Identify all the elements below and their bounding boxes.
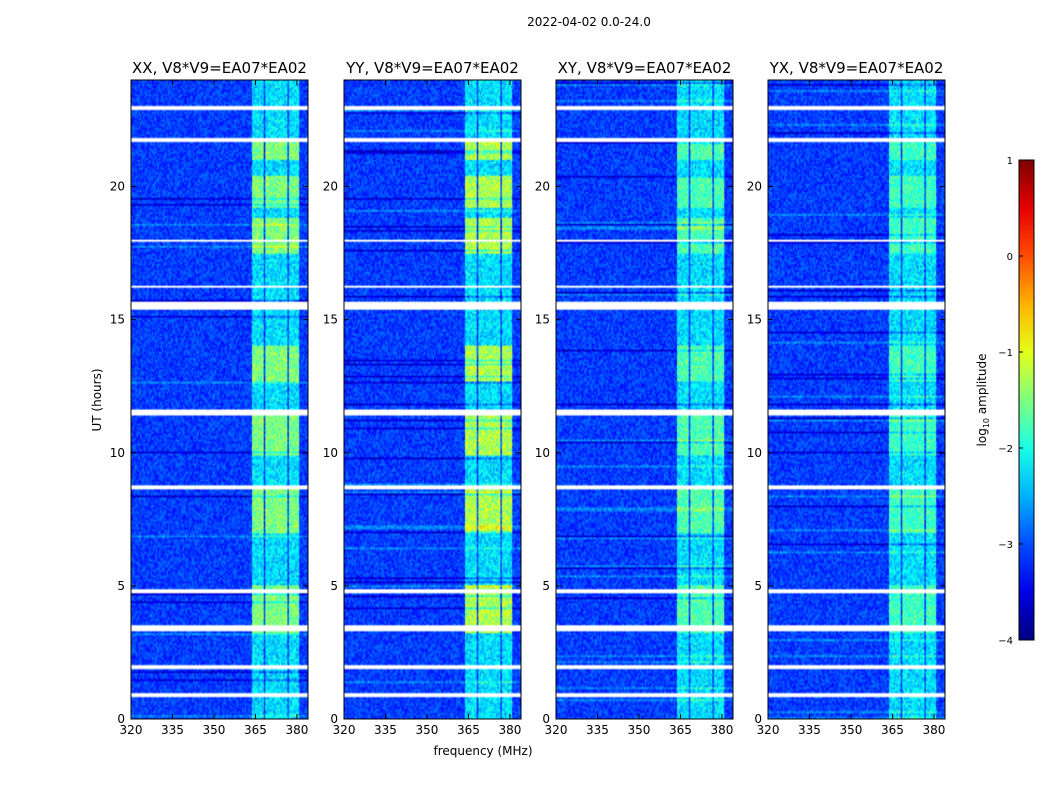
x-tick-label: 320	[757, 723, 780, 737]
panel-title: XY, V8*V9=EA07*EA02	[558, 59, 732, 77]
y-tick-label: 5	[330, 579, 338, 593]
y-tick-label: 10	[535, 446, 550, 460]
x-tick-label: 335	[586, 723, 609, 737]
y-tick-label: 10	[323, 446, 338, 460]
y-tick-label: 10	[110, 446, 125, 460]
panels: XX, V8*V9=EA07*EA02 320 335 350 365 380 0 5 10 15…	[110, 59, 946, 737]
panel-xy: XY, V8*V9=EA07*EA02 320 335 350 365 380 0 5 10 15…	[535, 59, 734, 737]
colorbar-tick-label: −4	[998, 636, 1013, 647]
panel-frame	[343, 79, 522, 720]
x-tick-label: 320	[333, 723, 356, 737]
panel-title: YX, V8*V9=EA07*EA02	[769, 59, 944, 77]
y-tick-label: 5	[542, 579, 550, 593]
x-tick-label: 350	[203, 723, 226, 737]
y-tick-label: 20	[535, 180, 550, 194]
y-tick-label: 20	[323, 180, 338, 194]
heatmap-yx	[768, 80, 945, 719]
y-tick-label: 5	[117, 579, 125, 593]
x-tick-label: 320	[545, 723, 568, 737]
y-tick-label: 20	[110, 180, 125, 194]
heatmap-xy	[556, 80, 733, 719]
panel-title: XX, V8*V9=EA07*EA02	[132, 59, 307, 77]
x-tick-label: 380	[922, 723, 945, 737]
x-tick-label: 365	[457, 723, 480, 737]
colorbar-gradient	[1018, 159, 1035, 641]
y-tick-label: 15	[110, 313, 125, 327]
x-tick-label: 350	[416, 723, 439, 737]
figure-title: 2022-04-02 0.0-24.0	[527, 15, 651, 29]
y-tick-label: 10	[747, 446, 762, 460]
colorbar-tick-label: −2	[998, 444, 1013, 455]
colorbar-tick-label: 1	[1007, 156, 1013, 167]
colorbar-tick-label: −1	[998, 348, 1013, 359]
colorbar-label: log10 amplitude	[975, 354, 991, 447]
x-tick-label: 320	[120, 723, 143, 737]
panel-frame	[555, 79, 734, 720]
heatmap-xx	[131, 80, 308, 719]
heatmap-yy	[344, 80, 521, 719]
x-tick-label: 350	[628, 723, 651, 737]
colorbar: 1 0 −1 −2 −3 −4	[998, 156, 1035, 647]
panel-frame	[767, 79, 946, 720]
y-tick-label: 15	[535, 313, 550, 327]
panel-xx: XX, V8*V9=EA07*EA02 320 335 350 365 380 0 5 10 15…	[110, 59, 309, 737]
y-tick-label: 0	[117, 712, 125, 726]
x-axis-label: frequency (MHz)	[433, 744, 532, 758]
x-tick-label: 335	[374, 723, 397, 737]
panel-frame	[130, 79, 309, 720]
x-tick-label: 380	[285, 723, 308, 737]
y-tick-label: 15	[323, 313, 338, 327]
y-tick-label: 5	[754, 579, 762, 593]
x-tick-label: 350	[840, 723, 863, 737]
y-axis-label: UT (hours)	[90, 368, 104, 431]
panel-yx: YX, V8*V9=EA07*EA02 320 335 350 365 380 0 5 10 15…	[747, 59, 946, 737]
colorbar-tick-label: −3	[998, 540, 1013, 551]
panel-yy: YY, V8*V9=EA07*EA02 320 335 350 365 380 0 5 10 15…	[323, 59, 522, 737]
x-tick-label: 335	[161, 723, 184, 737]
x-tick-label: 365	[881, 723, 904, 737]
x-tick-label: 335	[798, 723, 821, 737]
y-tick-label: 0	[330, 712, 338, 726]
panel-title: YY, V8*V9=EA07*EA02	[345, 59, 519, 77]
x-tick-label: 380	[498, 723, 521, 737]
x-tick-label: 380	[710, 723, 733, 737]
y-tick-label: 0	[754, 712, 762, 726]
x-tick-label: 365	[244, 723, 267, 737]
colorbar-tick-label: 0	[1007, 252, 1013, 263]
y-tick-label: 0	[542, 712, 550, 726]
x-tick-label: 365	[669, 723, 692, 737]
y-tick-label: 15	[747, 313, 762, 327]
y-tick-label: 20	[747, 180, 762, 194]
